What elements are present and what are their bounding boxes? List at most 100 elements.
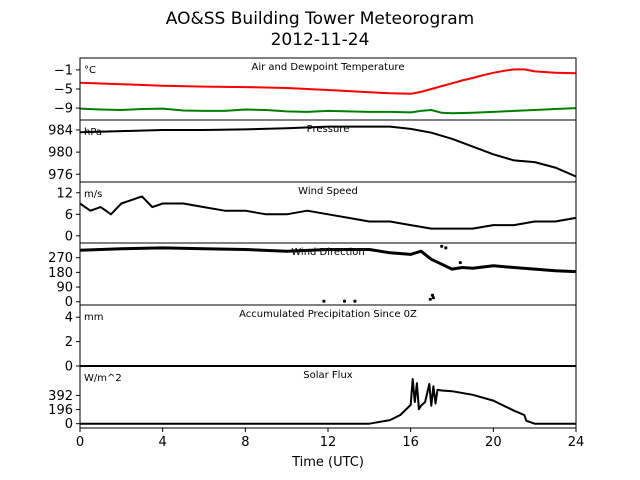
unit-label: °C [84, 65, 96, 76]
x-tick-label: 12 [320, 435, 337, 450]
data-point [286, 213, 288, 215]
data-point [203, 129, 205, 131]
data-point [120, 202, 122, 205]
data-point [461, 79, 463, 81]
data-point [110, 213, 112, 215]
data-point [327, 248, 329, 251]
data-point [203, 206, 205, 208]
data-point [203, 248, 205, 250]
outlier-point [431, 296, 435, 300]
data-point [244, 128, 246, 130]
data-point [534, 423, 536, 425]
data-point [414, 401, 416, 403]
data-point [430, 405, 432, 407]
data-point [451, 268, 453, 270]
data-point [525, 420, 528, 422]
data-point [472, 228, 474, 230]
x-tick-label: 20 [485, 435, 502, 450]
data-point [368, 111, 370, 113]
outlier-point [342, 299, 347, 303]
data-point [306, 111, 308, 113]
data-point [389, 419, 391, 421]
data-point [306, 210, 308, 212]
data-point [436, 389, 439, 391]
panels: −1−5−9°C Air and Dewpoint Temperature9849… [48, 57, 577, 432]
data-point [434, 402, 437, 405]
data-point [410, 93, 412, 95]
data-point [420, 91, 422, 93]
data-point [461, 266, 463, 269]
panel-title: Wind Speed [298, 186, 358, 197]
data-point [554, 270, 556, 272]
data-point [534, 268, 536, 270]
data-point [503, 70, 505, 72]
data-point [410, 253, 412, 255]
data-point [451, 82, 453, 84]
y-tick-label: 976 [48, 168, 73, 183]
data-point [451, 138, 453, 140]
data-point [368, 126, 370, 128]
data-point [286, 87, 288, 89]
data-point [441, 85, 443, 87]
data-point [120, 83, 122, 85]
y-tick-label: 0 [65, 295, 73, 310]
data-point [492, 153, 494, 155]
figure-subtitle: 2012-11-24 [271, 30, 370, 50]
data-point [389, 126, 391, 128]
data-point [420, 405, 422, 407]
unit-label: W/m^2 [84, 373, 122, 384]
data-point [412, 378, 414, 380]
panel-3: 12 6 0 m/s Wind Speed [56, 181, 577, 244]
figure-title: AO&SS Building Tower Meteorogram [166, 9, 474, 29]
data-point [513, 159, 515, 161]
y-tick-label: 196 [48, 403, 73, 418]
data-point [492, 111, 494, 113]
data-point [368, 91, 370, 93]
data-point [389, 252, 391, 254]
panel-1: −1 −5 −9 °C Air and Dewpoint Temperature [54, 57, 577, 121]
y-tick-label: 180 [48, 266, 73, 281]
panel-title: Wind Direction [291, 247, 365, 258]
y-tick-label: 270 [48, 251, 73, 266]
data-point [492, 224, 494, 226]
panel-title: Accumulated Precipitation Since 0Z [239, 309, 417, 320]
data-point [472, 146, 474, 148]
y-tick-label: 0 [65, 360, 73, 375]
data-point [120, 109, 122, 111]
data-point [418, 408, 420, 410]
outlier-point [458, 261, 462, 265]
data-point [244, 248, 246, 251]
data-point [100, 206, 102, 208]
data-point [523, 414, 525, 416]
data-point [472, 112, 474, 114]
data-point [513, 224, 515, 226]
data-point [389, 220, 391, 223]
data-point [441, 112, 443, 114]
x-tick-label: 24 [568, 435, 585, 450]
series-line-2-1 [79, 125, 577, 178]
data-point [441, 389, 443, 392]
data-point [513, 410, 515, 412]
data-point [554, 72, 556, 74]
data-point [120, 130, 122, 132]
data-point [224, 110, 226, 112]
series-line-3-1 [79, 195, 577, 230]
y-tick-label: −5 [54, 83, 73, 98]
data-point [523, 68, 525, 70]
data-point [368, 423, 370, 425]
data-point [430, 132, 432, 134]
data-point [420, 110, 422, 112]
outlier-point [353, 299, 357, 303]
data-point [162, 85, 164, 87]
data-point [265, 109, 267, 111]
data-point [492, 265, 494, 267]
data-point [162, 129, 164, 131]
data-point [534, 109, 536, 111]
data-point [410, 224, 412, 226]
outlier-point [444, 246, 448, 250]
data-point [182, 202, 184, 205]
data-point [451, 112, 453, 114]
y-tick-label: −9 [54, 102, 73, 117]
